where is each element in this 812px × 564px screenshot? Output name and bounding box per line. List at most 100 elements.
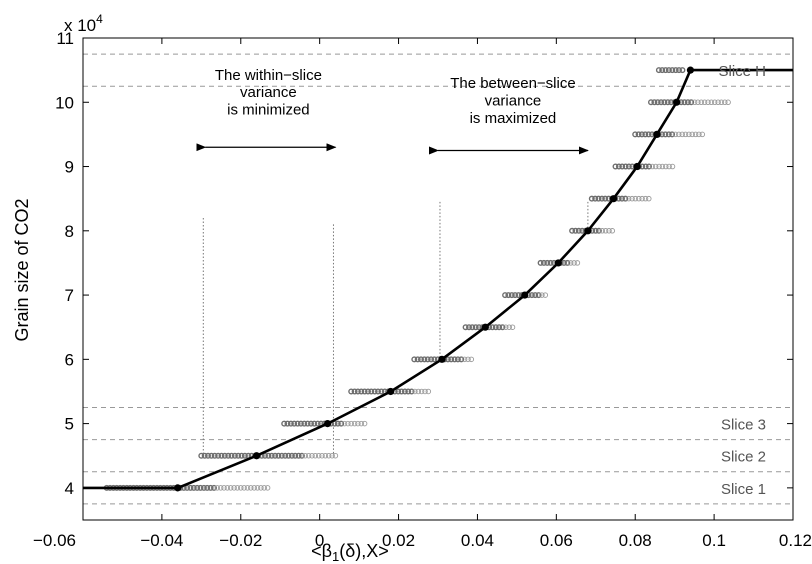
slice-mean-point bbox=[387, 387, 395, 396]
sample-point bbox=[241, 485, 247, 491]
sample-point bbox=[661, 99, 668, 106]
sample-point bbox=[725, 99, 731, 106]
sample-point bbox=[689, 131, 695, 138]
sample-point bbox=[574, 260, 581, 266]
sample-point bbox=[659, 163, 666, 170]
annotation-text: The between−slice bbox=[450, 75, 576, 92]
sample-point bbox=[231, 452, 238, 459]
sample-point bbox=[207, 484, 214, 491]
sample-point bbox=[532, 292, 539, 299]
sample-point bbox=[595, 195, 602, 202]
sample-point bbox=[405, 388, 412, 395]
sample-point bbox=[632, 195, 639, 202]
sample-point bbox=[649, 163, 656, 170]
sample-point bbox=[228, 452, 235, 459]
slice-mean-point bbox=[438, 355, 446, 363]
y-axis-title: Grain size of CO2 bbox=[12, 198, 32, 341]
sample-point bbox=[454, 356, 461, 363]
sample-point bbox=[235, 452, 242, 459]
sample-point bbox=[275, 452, 282, 459]
sample-point bbox=[308, 420, 315, 427]
sample-point bbox=[201, 452, 208, 459]
slice-samples bbox=[569, 227, 616, 234]
sample-point bbox=[345, 420, 351, 427]
sample-point bbox=[412, 388, 418, 395]
sample-point bbox=[572, 227, 579, 234]
sample-point bbox=[606, 228, 612, 234]
sample-point bbox=[619, 163, 626, 170]
sample-point bbox=[341, 420, 348, 427]
sample-point bbox=[465, 356, 471, 363]
sample-point bbox=[197, 484, 204, 491]
sample-point bbox=[375, 388, 382, 395]
sample-point bbox=[615, 163, 622, 170]
sample-point bbox=[261, 485, 267, 491]
axes: −0.06 −0.04 −0.02 0 0.02 0.04 0.06 0.08 0.1 0.12 4… bbox=[33, 29, 812, 550]
y-axis-multiplier-exponent: 4 bbox=[96, 12, 103, 26]
sample-point bbox=[711, 99, 718, 106]
sample-point bbox=[505, 292, 512, 299]
sample-point bbox=[625, 195, 632, 202]
sample-point bbox=[282, 452, 289, 459]
annotation-text: variance bbox=[485, 92, 542, 109]
sample-point bbox=[458, 356, 465, 363]
sample-point bbox=[658, 99, 665, 106]
sample-point bbox=[659, 67, 666, 74]
sample-point bbox=[669, 163, 676, 170]
sample-point bbox=[506, 324, 512, 330]
sample-point bbox=[304, 420, 311, 427]
sample-point bbox=[214, 485, 221, 491]
sample-point bbox=[722, 99, 728, 106]
slice-mean-point bbox=[252, 452, 261, 460]
sample-point bbox=[184, 484, 191, 491]
sample-point bbox=[291, 420, 298, 427]
sample-point bbox=[564, 259, 571, 266]
slice-label: Slice 1 bbox=[721, 481, 766, 498]
sample-point bbox=[654, 99, 661, 106]
slice-samples bbox=[612, 163, 676, 170]
sample-point bbox=[528, 292, 535, 299]
sample-point bbox=[251, 485, 257, 491]
sample-point bbox=[569, 227, 576, 234]
sample-point bbox=[696, 131, 702, 138]
slice-label: Slice H bbox=[718, 63, 766, 80]
annotation-text: variance bbox=[240, 84, 297, 101]
sample-point bbox=[679, 131, 685, 138]
y-axis-multiplier: x 104 bbox=[64, 12, 103, 35]
sample-point bbox=[431, 356, 438, 363]
sample-point bbox=[535, 292, 542, 299]
slice-label: Slice 3 bbox=[721, 417, 766, 434]
sample-point bbox=[361, 420, 368, 427]
fitted-curve bbox=[83, 68, 793, 490]
sample-point bbox=[190, 484, 197, 491]
sample-point bbox=[411, 356, 418, 363]
sample-point bbox=[692, 131, 699, 138]
slice-label: Slice 2 bbox=[721, 449, 766, 466]
sample-point bbox=[334, 420, 341, 427]
sample-point bbox=[262, 452, 269, 459]
sample-point bbox=[234, 485, 241, 491]
sample-point bbox=[221, 485, 227, 491]
sample-point bbox=[602, 195, 609, 202]
sample-point bbox=[358, 420, 365, 427]
sample-point bbox=[665, 131, 672, 138]
sample-point bbox=[599, 228, 606, 234]
sample-point bbox=[200, 484, 207, 491]
annotation-text: is minimized bbox=[227, 101, 310, 118]
sample-point bbox=[646, 163, 653, 170]
sample-point bbox=[272, 452, 279, 459]
sample-point bbox=[718, 99, 725, 106]
sample-point bbox=[602, 228, 609, 234]
sample-point bbox=[638, 131, 645, 138]
sample-point bbox=[361, 388, 368, 395]
sample-point bbox=[648, 99, 655, 106]
sample-point bbox=[472, 324, 479, 331]
sample-point bbox=[708, 99, 715, 106]
sample-point bbox=[629, 195, 635, 202]
sample-point bbox=[496, 324, 503, 331]
sample-point bbox=[619, 195, 626, 202]
sample-point bbox=[401, 388, 408, 395]
sample-point bbox=[348, 420, 354, 427]
sample-point bbox=[489, 324, 496, 331]
sample-point bbox=[227, 485, 234, 491]
